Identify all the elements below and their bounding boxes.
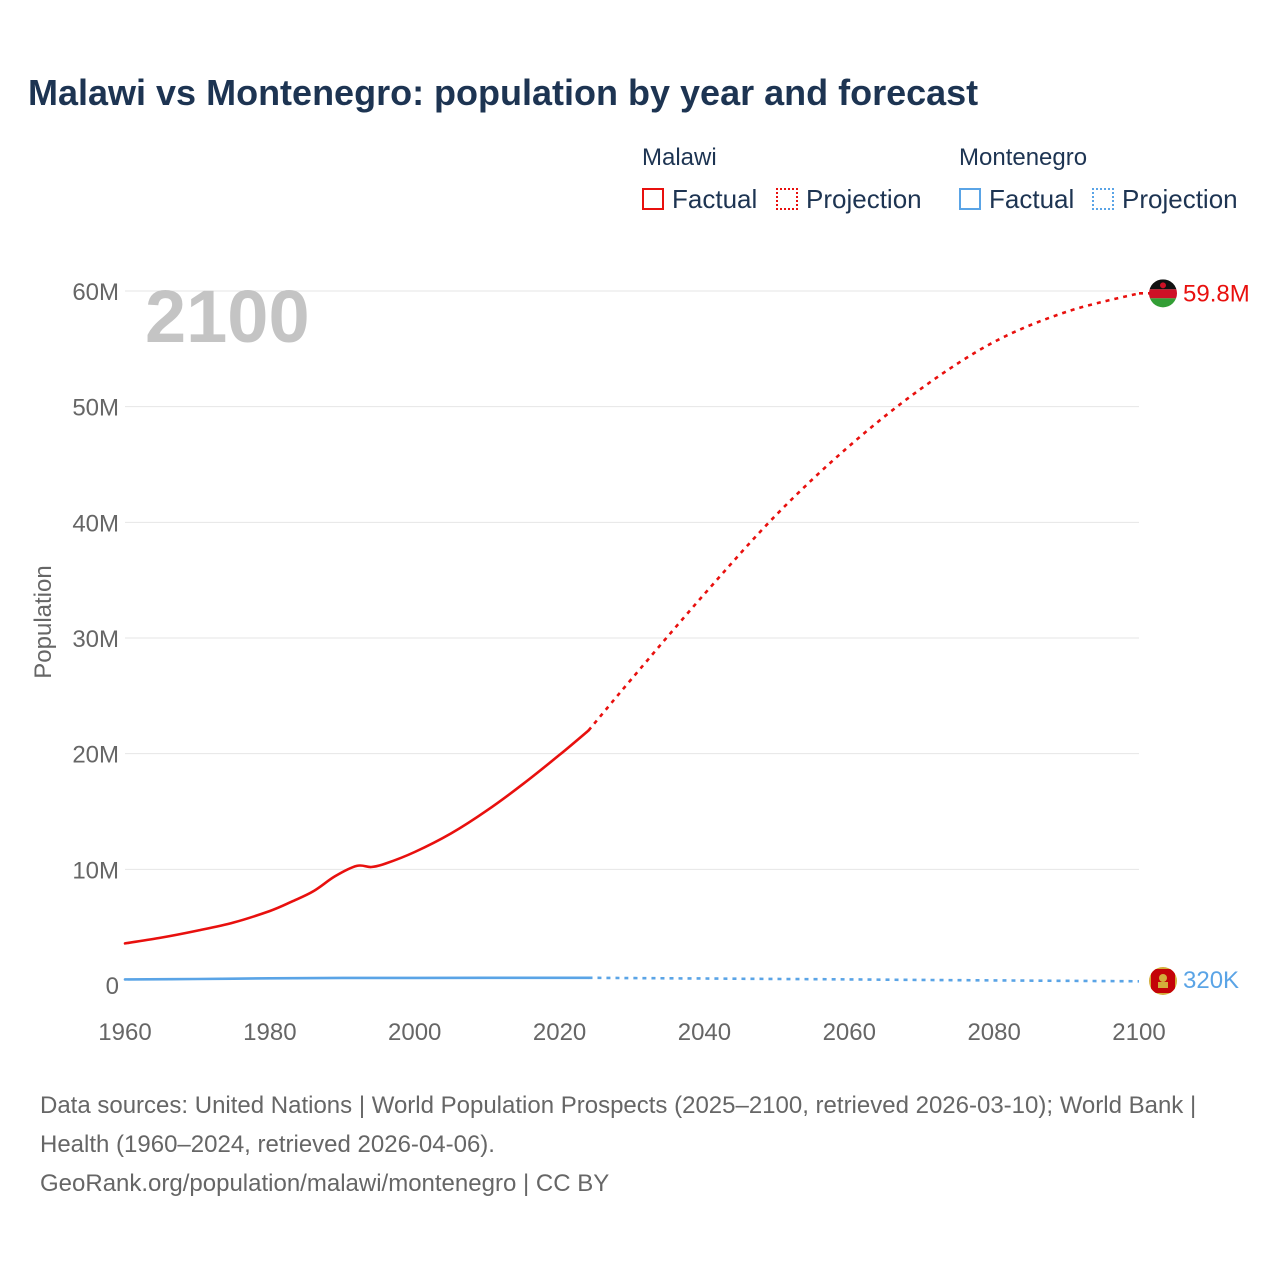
legend-montenegro-projection[interactable]: Projection	[1092, 184, 1238, 214]
legend-montenegro-projection-label: Projection	[1122, 183, 1238, 214]
x-tick-label: 2000	[388, 1019, 441, 1046]
malawi-projection-line	[587, 292, 1140, 732]
malawi-end-label: 59.8M	[1183, 280, 1250, 307]
y-axis-label: Population	[30, 565, 57, 678]
x-tick-label: 1980	[243, 1019, 296, 1046]
y-tick-label: 50M	[72, 395, 119, 422]
footer: Data sources: United Nations | World Pop…	[40, 1086, 1240, 1203]
y-tick-label: 20M	[72, 742, 119, 769]
year-overlay: 2100	[145, 275, 310, 358]
x-tick-label: 2080	[967, 1019, 1020, 1046]
legend-montenegro-factual-label: Factual	[989, 183, 1075, 214]
y-tick-label: 10M	[72, 857, 119, 884]
legend-montenegro-factual[interactable]: Factual	[959, 184, 1074, 214]
chart-title: Malawi vs Montenegro: population by year…	[28, 72, 979, 113]
legend-group-malawi: Malawi	[642, 144, 717, 171]
malawi-factual-line	[123, 729, 590, 945]
legend-malawi-factual[interactable]: Factual	[642, 184, 757, 214]
montenegro-flag-icon	[1149, 967, 1177, 995]
legend-montenegro-projection-swatch	[1092, 188, 1114, 210]
y-tick-label: 40M	[72, 510, 119, 537]
legend-malawi-projection[interactable]: Projection	[776, 184, 922, 214]
data-sources: Data sources: United Nations | World Pop…	[40, 1092, 1197, 1158]
population-chart: 0 10M 20M 30M 40M 50M 60M 1960 1980 2000 2020 2040 2…	[30, 275, 1250, 1046]
y-tick-label: 60M	[72, 279, 119, 306]
montenegro-projection-line	[588, 976, 1140, 983]
montenegro-end-label: 320K	[1183, 967, 1239, 994]
x-tick-label: 2040	[678, 1019, 731, 1046]
legend-malawi-projection-swatch	[776, 188, 798, 210]
x-tick-label: 2060	[823, 1019, 876, 1046]
x-tick-label: 2020	[533, 1019, 586, 1046]
legend-malawi-projection-label: Projection	[806, 183, 922, 214]
legend-malawi-factual-label: Factual	[672, 183, 758, 214]
x-tick-label: 1960	[98, 1019, 151, 1046]
y-tick-label: 0	[106, 973, 119, 1000]
montenegro-factual-line	[123, 976, 590, 981]
legend-malawi-factual-swatch	[642, 188, 664, 210]
legend-group-montenegro: Montenegro	[959, 144, 1088, 171]
y-tick-label: 30M	[72, 626, 119, 653]
malawi-flag-icon	[1149, 279, 1177, 308]
x-tick-label: 2100	[1112, 1019, 1165, 1046]
credit-line: GeoRank.org/population/malawi/montenegro…	[40, 1170, 610, 1197]
legend-montenegro-factual-swatch	[959, 188, 981, 210]
